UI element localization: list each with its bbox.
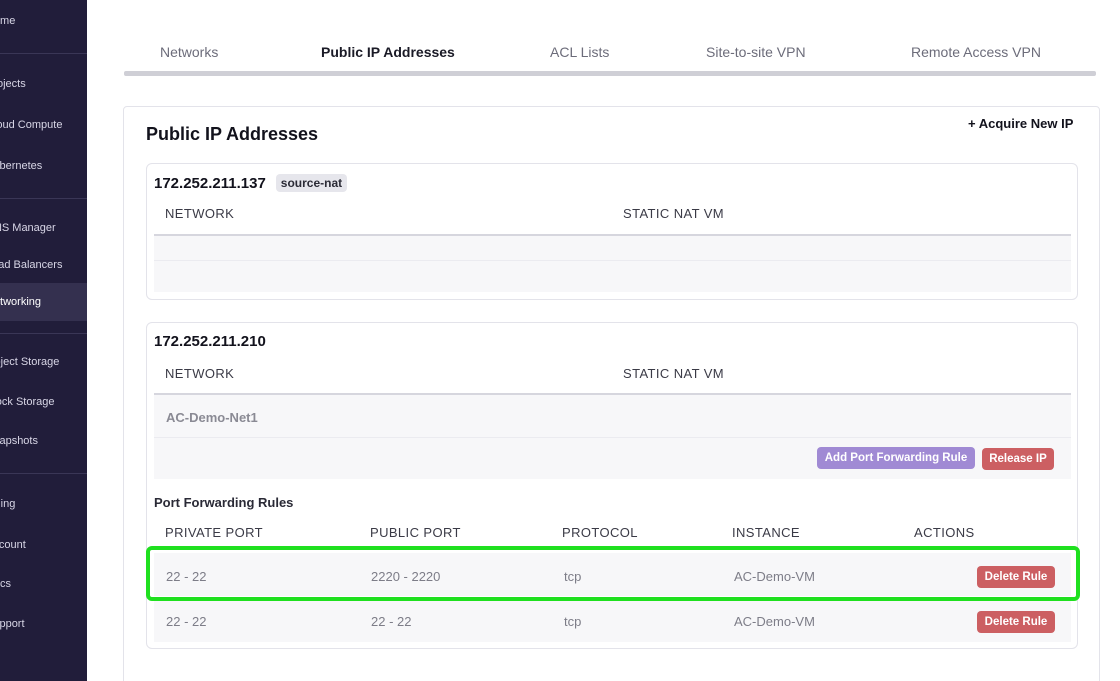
sidebar-item-label: Projects <box>0 78 26 90</box>
acquire-new-ip-button[interactable]: + Acquire New IP <box>968 116 1074 131</box>
column-header-network: NETWORK <box>165 206 235 221</box>
column-header-static-nat-vm: STATIC NAT VM <box>623 206 725 221</box>
sidebar-item-home[interactable]: Home <box>0 2 87 40</box>
sidebar-item-label: Load Balancers <box>0 259 63 271</box>
sidebar-item-label: Home <box>0 15 16 27</box>
sidebar-item-label: Support <box>0 618 25 630</box>
column-header-instance: INSTANCE <box>732 525 800 540</box>
tab-acl-lists[interactable]: ACL Lists <box>550 44 610 60</box>
header-divider <box>154 234 1071 236</box>
sidebar-item-label: Networking <box>0 296 42 308</box>
delete-rule-button[interactable]: Delete Rule <box>977 611 1055 633</box>
sidebar-item-kubernetes[interactable]: Kubernetes <box>0 147 87 185</box>
ip-header: 172.252.211.137 source-nat <box>154 174 348 192</box>
sidebar-item-label: Docs <box>0 578 12 590</box>
page-title: Public IP Addresses <box>146 124 319 144</box>
sidebar-item-object-storage[interactable]: Object Storage <box>0 343 87 381</box>
tab-site-to-site-vpn[interactable]: Site-to-site VPN <box>706 44 806 60</box>
tab-underline <box>124 71 1096 76</box>
tab-public-ip-addresses[interactable]: Public IP Addresses <box>321 44 455 60</box>
add-port-forwarding-rule-button[interactable]: Add Port Forwarding Rule <box>817 447 975 469</box>
row-divider <box>154 260 1071 261</box>
sidebar-item-label: Kubernetes <box>0 160 43 172</box>
ip-panel-2: 172.252.211.210 NETWORK STATIC NAT VM AC… <box>146 322 1078 649</box>
public-port-cell: 22 - 22 <box>371 614 412 629</box>
sidebar-divider <box>0 53 87 54</box>
sidebar-item-label: Billing <box>0 498 16 510</box>
sidebar-item-label: DNS Manager <box>0 222 56 234</box>
ip-address: 172.252.211.137 <box>154 174 266 192</box>
sidebar-item-networking[interactable]: Networking <box>0 283 87 321</box>
sidebar-item-support[interactable]: Support <box>0 605 87 643</box>
sidebar-item-billing[interactable]: Billing <box>0 485 87 523</box>
sidebar-item-label: Block Storage <box>0 396 55 408</box>
tab-remote-access-vpn[interactable]: Remote Access VPN <box>911 44 1041 60</box>
column-header-protocol: PROTOCOL <box>562 525 638 540</box>
network-value: AC-Demo-Net1 <box>166 410 258 425</box>
sidebar-divider <box>0 473 87 474</box>
public-port-cell: 2220 - 2220 <box>371 569 441 584</box>
protocol-cell: tcp <box>564 569 582 584</box>
source-nat-badge: source-nat <box>275 174 348 192</box>
row-divider <box>154 437 1071 438</box>
sidebar-divider <box>0 198 87 199</box>
header-divider <box>154 393 1071 395</box>
sidebar-item-label: Snapshots <box>0 435 38 447</box>
instance-cell: AC-Demo-VM <box>734 569 815 584</box>
ip-header: 172.252.211.210 <box>154 333 266 350</box>
table-row <box>154 599 1071 642</box>
sidebar-item-block-storage[interactable]: Block Storage <box>0 383 87 421</box>
table-row <box>154 236 1071 292</box>
column-header-static-nat-vm: STATIC NAT VM <box>623 366 725 381</box>
sidebar-item-snapshots[interactable]: Snapshots <box>0 422 87 460</box>
sidebar-item-account[interactable]: Account <box>0 526 87 564</box>
sidebar: Home Projects Cloud Compute Kubernetes D… <box>0 0 87 681</box>
sidebar-item-label: Object Storage <box>0 356 60 368</box>
sidebar-item-label: Cloud Compute <box>0 119 63 131</box>
column-header-network: NETWORK <box>165 366 235 381</box>
private-port-cell: 22 - 22 <box>166 614 207 629</box>
sidebar-item-projects[interactable]: Projects <box>0 65 87 103</box>
column-header-private-port: PRIVATE PORT <box>165 525 263 540</box>
tab-networks[interactable]: Networks <box>160 44 219 60</box>
column-header-public-port: PUBLIC PORT <box>370 525 461 540</box>
private-port-cell: 22 - 22 <box>166 569 207 584</box>
sidebar-item-docs[interactable]: Docs <box>0 565 87 603</box>
table-row <box>154 553 1071 596</box>
delete-rule-button[interactable]: Delete Rule <box>977 566 1055 588</box>
protocol-cell: tcp <box>564 614 582 629</box>
instance-cell: AC-Demo-VM <box>734 614 815 629</box>
ip-address: 172.252.211.210 <box>154 333 266 350</box>
sidebar-item-label: Account <box>0 539 26 551</box>
tab-bar: Networks Public IP Addresses ACL Lists S… <box>124 36 1096 78</box>
sidebar-divider <box>0 333 87 334</box>
release-ip-button[interactable]: Release IP <box>982 448 1054 470</box>
sidebar-item-cloud-compute[interactable]: Cloud Compute <box>0 106 87 144</box>
ip-panel-1: 172.252.211.137 source-nat NETWORK STATI… <box>146 163 1078 300</box>
sidebar-item-load-balancers[interactable]: Load Balancers <box>0 246 87 284</box>
sidebar-item-dns-manager[interactable]: DNS Manager <box>0 209 87 247</box>
column-header-actions: ACTIONS <box>914 525 975 540</box>
port-forwarding-rules-title: Port Forwarding Rules <box>154 495 294 510</box>
